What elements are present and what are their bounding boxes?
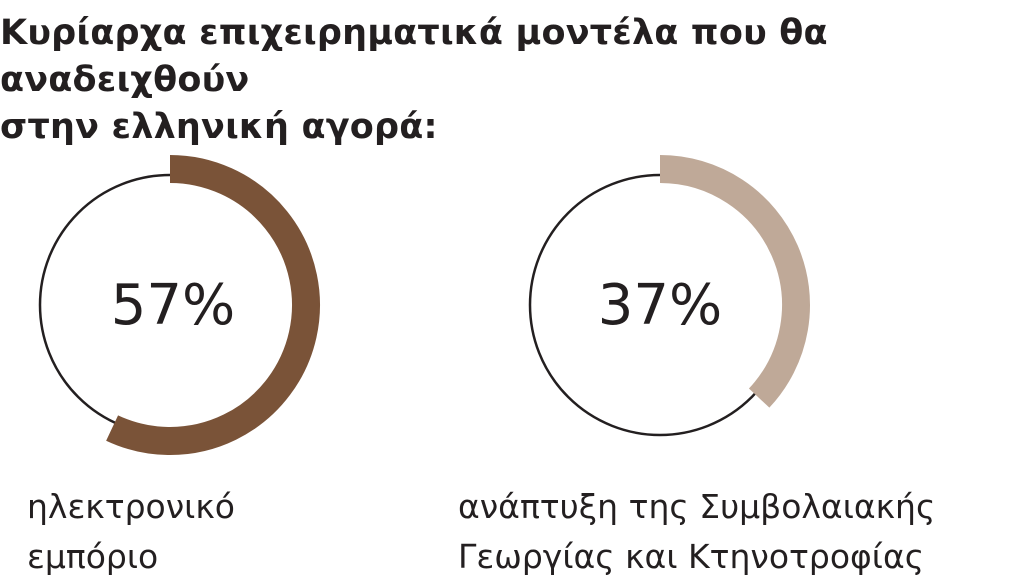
donut-chart-contract-farming [490,135,830,475]
donut-svg-contract-farming [528,155,810,437]
value-arc-contract-farming [659,155,810,408]
category-label-ecommerce-line-2: εμπόριο [27,537,159,576]
chart-title-line-1: Κυρίαρχα επιχειρηματικά μοντέλα που θα α… [0,13,828,100]
value-arc-ecommerce [106,155,320,455]
category-label-contract-farming: ανάπτυξη της Συμβολαιακής Γεωργίας και Κ… [458,482,935,582]
chart-title: Κυρίαρχα επιχειρηματικά μοντέλα που θα α… [0,10,1010,151]
category-label-ecommerce: ηλεκτρονικό εμπόριο [27,482,235,582]
category-label-contract-farming-line-2: Γεωργίας και Κτηνοτροφίας [458,537,925,576]
donut-svg-ecommerce [38,155,320,455]
category-label-contract-farming-line-1: ανάπτυξη της Συμβολαιακής [458,487,936,526]
category-label-ecommerce-line-1: ηλεκτρονικό [27,487,235,526]
donut-chart-ecommerce [0,135,340,475]
chart-title-line-2: στην ελληνική αγορά: [0,107,438,147]
